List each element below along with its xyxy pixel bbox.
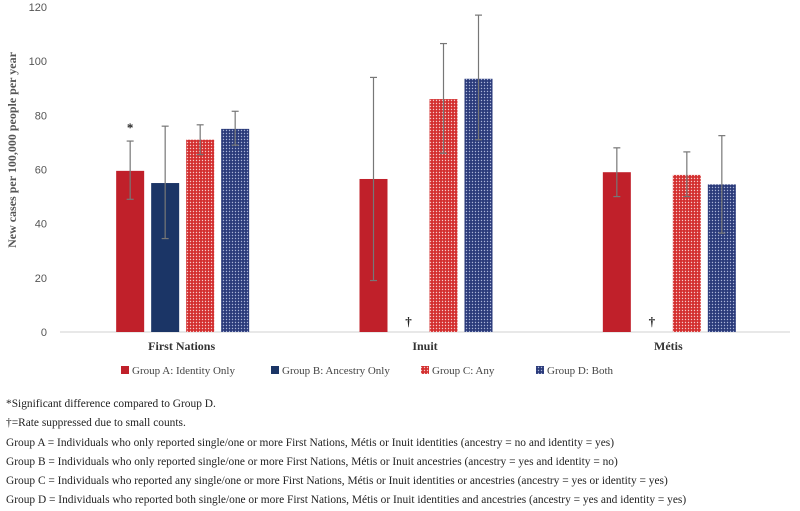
legend-label: Group D: Both (547, 365, 614, 377)
legend-swatch (536, 366, 544, 374)
footnotes: *Significant difference compared to Grou… (6, 395, 800, 511)
legend-label: Group B: Ancestry Only (282, 365, 390, 377)
x-category-label: Métis (654, 339, 683, 353)
note-group-d: Group D = Individuals who reported both … (6, 494, 687, 507)
bar-chart: 0 20 40 60 80 100 120 First Nations Inuit Métis *… (5, 2, 790, 377)
legend-swatch (421, 366, 429, 374)
bar-group-a-métis (602, 172, 631, 332)
y-tick-label: 120 (29, 2, 47, 14)
suppressed-marker: † (649, 314, 656, 329)
legend-label: Group C: Any (432, 365, 495, 377)
y-tick-label: 100 (29, 56, 47, 68)
bar-group-c-métis (672, 174, 701, 332)
x-category-label: Inuit (412, 339, 437, 353)
y-tick-label: 0 (41, 327, 47, 339)
suppressed-marker: † (405, 314, 412, 329)
note-significant: *Significant difference compared to Grou… (6, 398, 216, 410)
legend-label: Group A: Identity Only (132, 365, 235, 377)
note-group-a: Group A = Individuals who only reported … (6, 436, 615, 449)
y-tick-label: 60 (35, 165, 47, 177)
y-tick-label: 40 (35, 219, 47, 231)
legend-swatch (121, 366, 129, 374)
y-tick-label: 80 (35, 110, 47, 122)
note-group-c: Group C = Individuals who reported any s… (6, 475, 668, 488)
bar-group-c-first-nations (186, 139, 215, 332)
legend-swatch (271, 366, 279, 374)
note-group-b: Group B = Individuals who only reported … (6, 455, 618, 468)
bar-group-d-first-nations (221, 128, 250, 332)
y-tick-label: 20 (35, 273, 47, 285)
y-axis-label: New cases per 100,000 people per year (5, 51, 19, 248)
x-category-label: First Nations (148, 339, 215, 353)
significance-marker: * (127, 120, 134, 135)
note-suppressed: †=Rate suppressed due to small counts. (6, 417, 186, 430)
